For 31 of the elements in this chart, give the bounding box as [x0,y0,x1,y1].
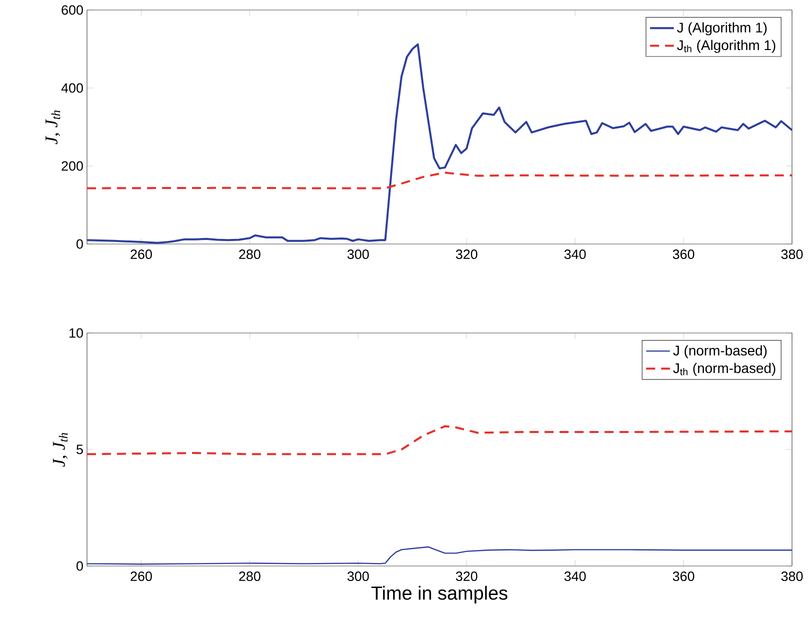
legend-label: J (norm-based) [673,345,767,358]
x-tick-label: 280 [239,250,260,260]
x-axis-title: Time in samples [371,586,508,604]
line-series [86,425,794,456]
x-tick-label: 340 [564,250,586,260]
legend-label: J (Algorithm 1) [677,22,767,36]
x-tick-label: 340 [564,572,586,582]
line-series [86,546,793,565]
x-tick-label: 320 [456,572,478,582]
x-tick-label: 360 [672,250,694,260]
y-tick-label: 200 [62,161,83,171]
x-tick-label: 300 [347,250,369,260]
legend-label: J$_{th}$ (norm-based) [673,362,776,376]
legend-label: J$_{th}$ (Algorithm 1) [677,40,776,53]
x-tick-label: 260 [130,250,152,260]
x-tick-label: 320 [456,250,478,260]
line-series [86,172,794,190]
y-tick-label: 5 [76,444,83,454]
x-tick-label: 360 [672,572,694,582]
x-tick-label: 260 [130,572,152,582]
x-tick-label: 380 [781,572,803,582]
y-tick-label: 600 [62,5,83,15]
y-tick-label: 10 [70,328,83,338]
y-tick-label: 0 [76,561,83,571]
y-tick-label: 400 [61,83,83,93]
x-tick-label: 280 [239,572,260,582]
y-axis-title: J, J$_{th}$ [53,432,68,467]
x-tick-label: 300 [347,572,369,582]
x-tick-label: 380 [781,250,803,260]
y-axis-title: J, J$_{th}$ [46,110,60,144]
y-tick-label: 0 [76,239,83,249]
